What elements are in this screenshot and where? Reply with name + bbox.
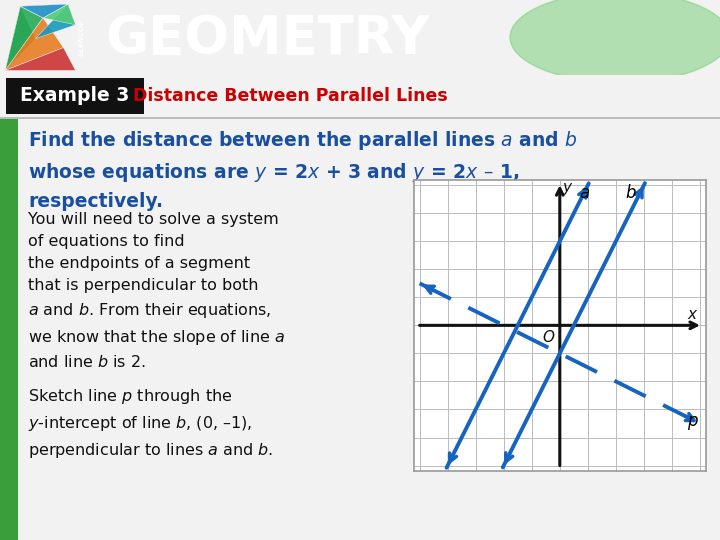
Polygon shape (43, 4, 76, 25)
Polygon shape (5, 18, 63, 70)
Text: Distance Between Parallel Lines: Distance Between Parallel Lines (132, 86, 447, 105)
Bar (0, 117, 18, 540)
Polygon shape (5, 6, 43, 70)
Polygon shape (20, 4, 68, 18)
Text: $a$: $a$ (580, 184, 590, 202)
Text: $y$: $y$ (562, 181, 574, 197)
Text: $x$: $x$ (687, 307, 698, 322)
Text: Sketch line $p$ through the
$y$-intercept of line $b$, (0, –1),
perpendicular to: Sketch line $p$ through the $y$-intercep… (28, 387, 273, 460)
Text: Example 3: Example 3 (20, 86, 130, 105)
Polygon shape (20, 4, 68, 18)
Text: GLENCOE: GLENCOE (79, 19, 85, 56)
Polygon shape (5, 6, 35, 70)
Text: $b$: $b$ (626, 184, 637, 202)
Text: $p$: $p$ (687, 415, 699, 433)
Ellipse shape (510, 0, 720, 83)
FancyBboxPatch shape (6, 78, 144, 113)
Polygon shape (35, 4, 76, 39)
Text: You will need to solve a system
of equations to find
the endpoints of a segment
: You will need to solve a system of equat… (28, 212, 285, 370)
Bar (0, 117, 720, 119)
Polygon shape (5, 48, 76, 70)
Text: GEOMETRY: GEOMETRY (105, 14, 430, 65)
Text: Find the distance between the parallel lines $a$ and $b$
whose equations are $y$: Find the distance between the parallel l… (28, 129, 577, 211)
Text: $O$: $O$ (542, 328, 556, 345)
